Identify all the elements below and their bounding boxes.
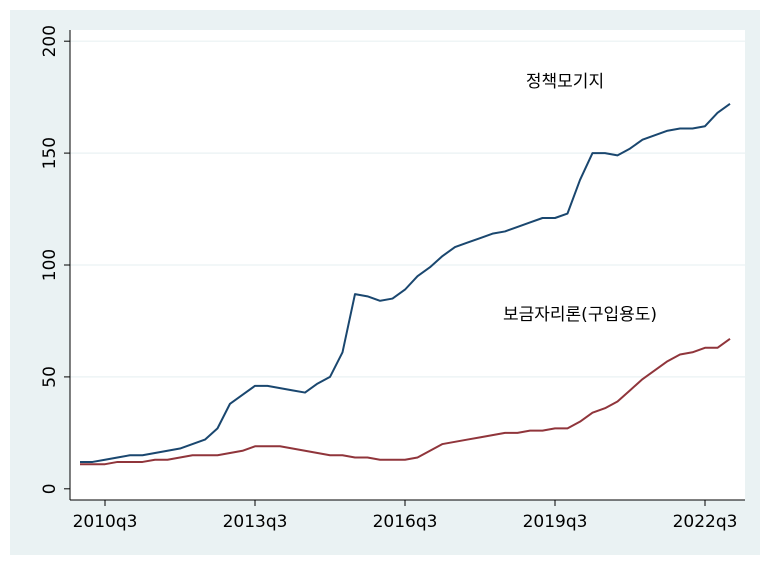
x-tick-label: 2022q3 xyxy=(673,512,738,532)
x-tick-label: 2013q3 xyxy=(223,512,288,532)
x-tick-label: 2016q3 xyxy=(373,512,438,532)
x-tick-label: 2010q3 xyxy=(73,512,138,532)
y-tick-label: 200 xyxy=(40,25,60,57)
series-line xyxy=(80,338,731,466)
series-annotation: 보금자리론(구입용도) xyxy=(503,305,657,325)
y-tick-label: 150 xyxy=(40,137,60,169)
y-tick-label: 0 xyxy=(40,483,60,494)
series-annotation: 정책모기지 xyxy=(526,72,604,92)
y-tick-label: 50 xyxy=(40,366,60,388)
y-tick-label: 100 xyxy=(40,249,60,281)
series-line xyxy=(80,103,731,463)
x-tick-label: 2019q3 xyxy=(523,512,588,532)
